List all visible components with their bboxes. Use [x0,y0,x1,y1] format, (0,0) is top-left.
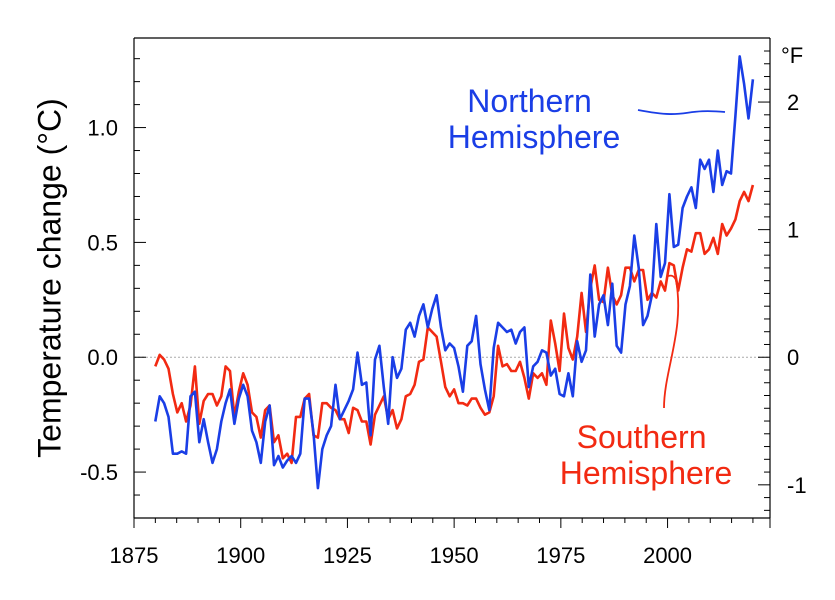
y-right-tick-label: 2 [787,90,799,115]
fahrenheit-unit-label: °F [781,43,803,68]
southern-label-line-1: Southern [577,419,707,455]
x-tick-label: 2000 [643,543,692,568]
x-tick-label: 1875 [110,543,159,568]
y-axis-title: Temperature change (°C) [31,98,67,458]
y-left-tick-label: 0.0 [87,345,118,370]
southern-label-line-2: Hemisphere [560,455,733,491]
axis-tick-labels: 1875 1900 1925 1950 1975 2000 -0.5 0.0 0.5 1.0 -1 0… [80,90,806,568]
x-tick-label: 1975 [536,543,585,568]
southern-leader-line [663,274,680,409]
y-right-tick-label: -1 [787,473,807,498]
y-right-tick-label: 0 [787,345,799,370]
southern-hemisphere-label: Southern Hemisphere [560,419,733,491]
y-left-tick-label: 1.0 [87,116,118,141]
northern-leader-line [637,109,726,115]
axis-ticks [133,50,771,528]
southern-hemisphere-line [154,184,755,465]
y-left-tick-label: -0.5 [80,460,118,485]
northern-hemisphere-label: Northern Hemisphere [448,83,621,155]
northern-hemisphere-line [154,55,755,490]
y-right-tick-label: 1 [787,218,799,243]
series-lines [154,55,755,490]
northern-label-line-1: Northern [467,83,592,119]
x-tick-label: 1950 [430,543,479,568]
y-left-tick-label: 0.5 [87,230,118,255]
x-tick-label: 1900 [216,543,265,568]
northern-label-line-2: Hemisphere [448,119,621,155]
x-tick-label: 1925 [323,543,372,568]
